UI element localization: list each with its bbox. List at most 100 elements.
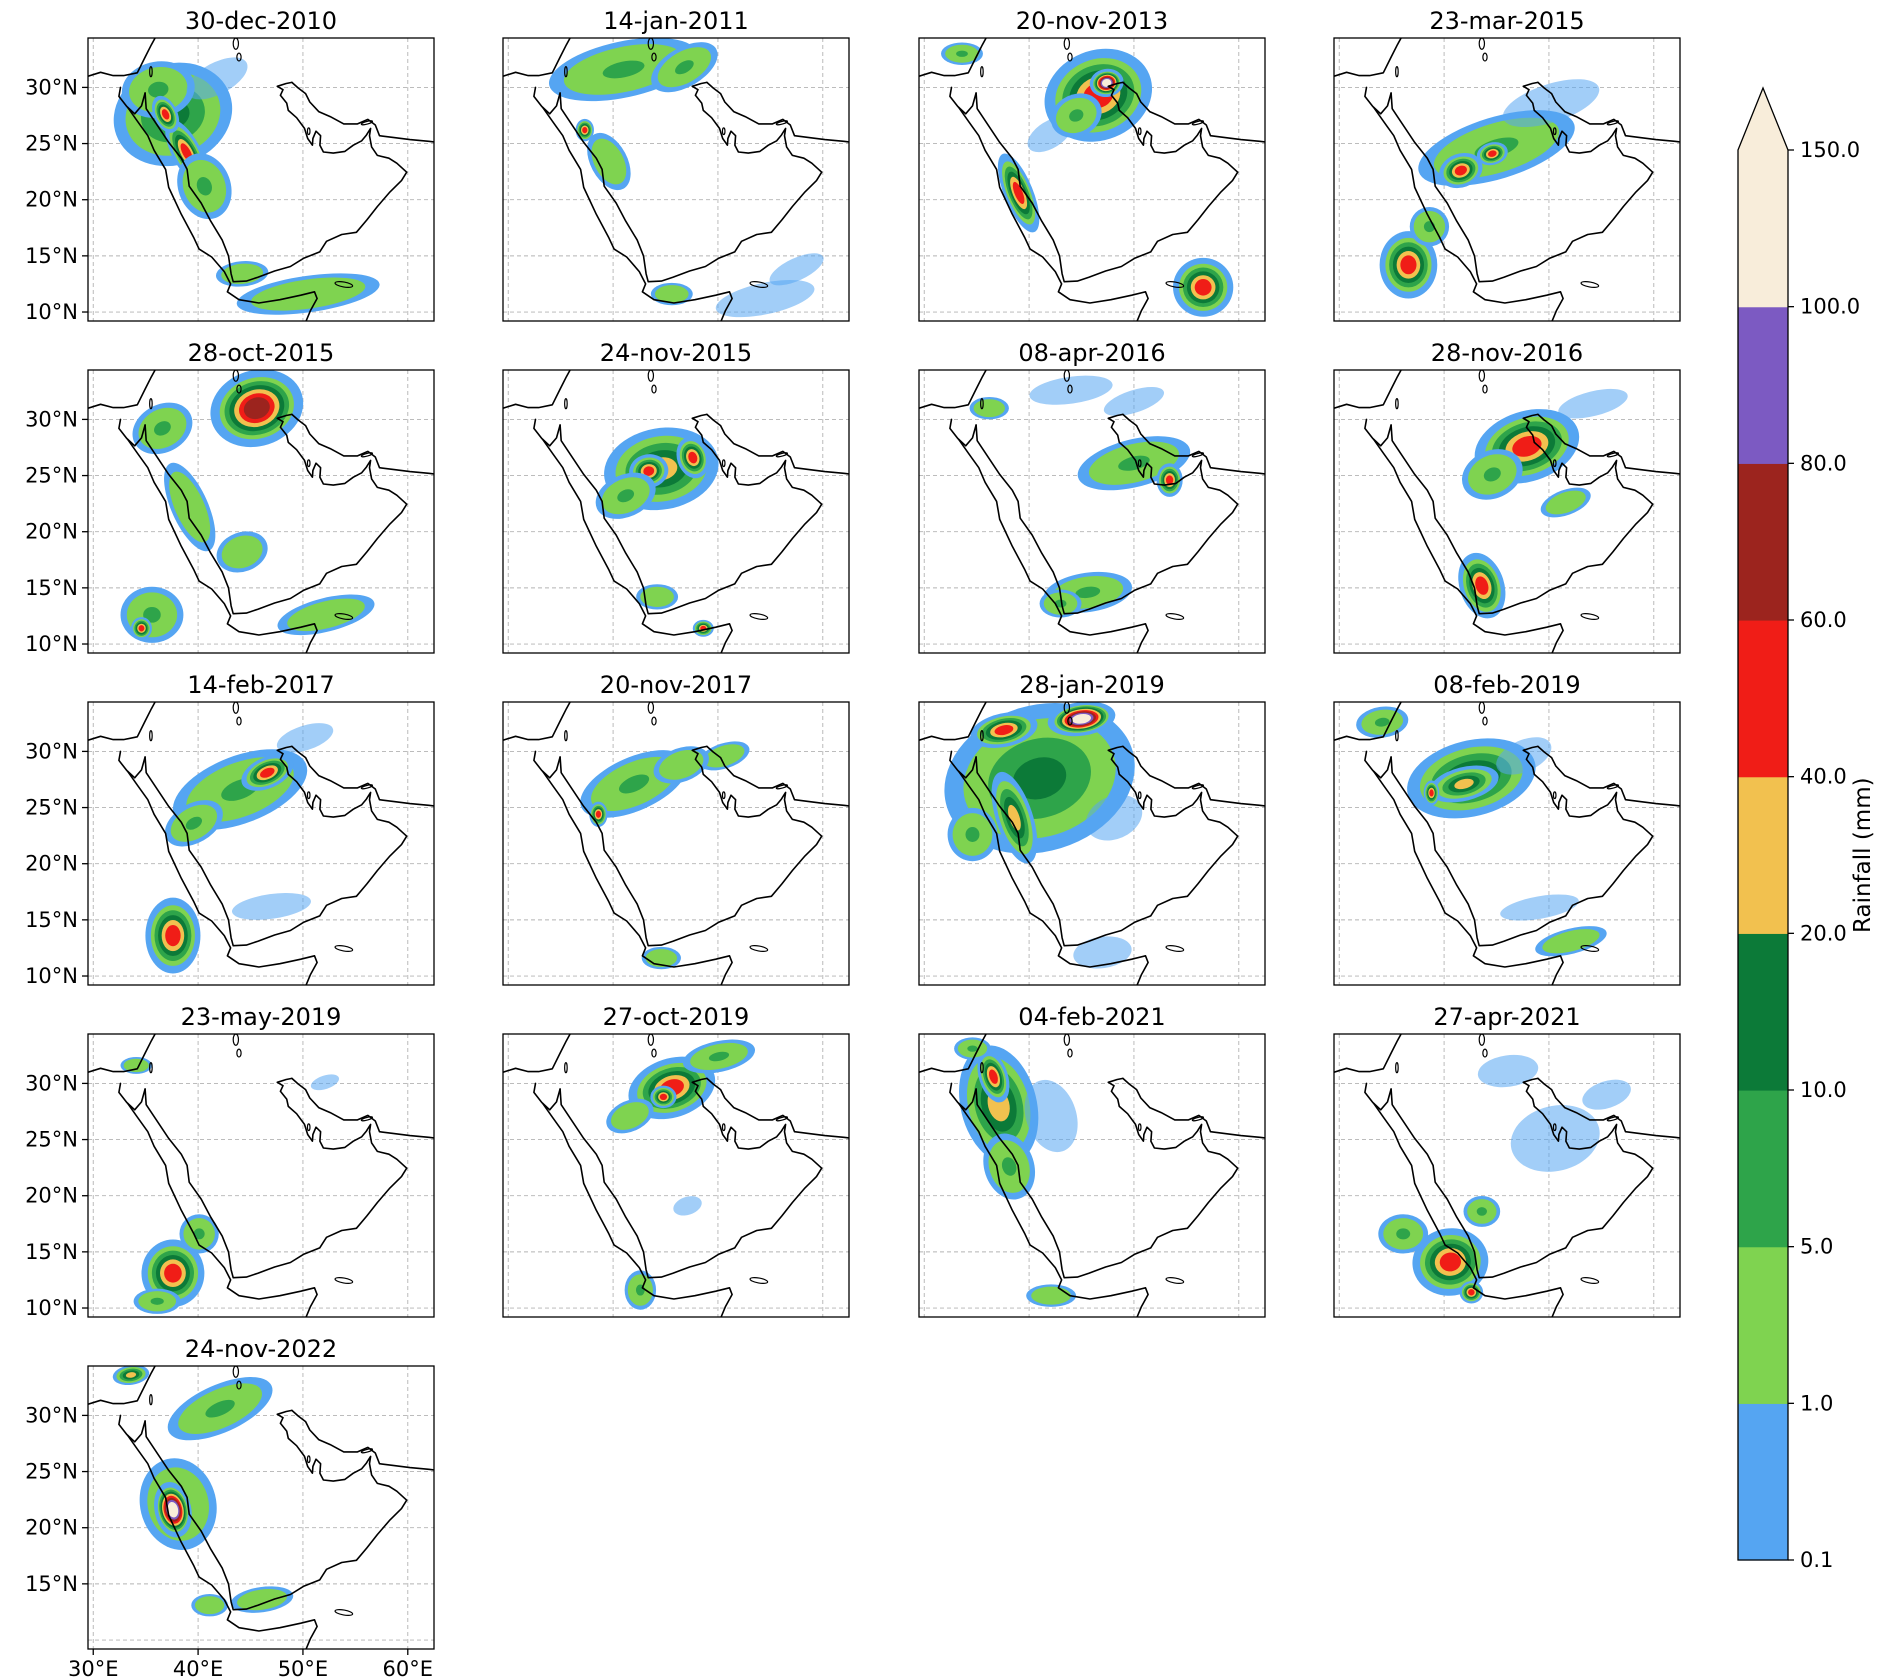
coastline — [503, 38, 849, 321]
rainfall-map: 30°N 25°N 20°N 15°N 10°N — [25, 701, 435, 988]
panel-title: 28-jan-2019 — [1019, 671, 1165, 699]
map-panel: 28-oct-2015 30°N 25°N 20°N 15°N 10°N — [25, 338, 435, 656]
rainfall-map — [918, 1033, 1266, 1318]
coastline — [503, 370, 849, 653]
map-content — [503, 1034, 849, 1317]
coastline — [88, 702, 434, 985]
rainfall-cells — [113, 57, 380, 315]
coastline — [919, 702, 1265, 985]
map-content — [919, 370, 1265, 653]
panel-border — [918, 1033, 1266, 1318]
colorbar-tick-label: 5.0 — [1800, 1235, 1833, 1259]
panel-border — [87, 37, 435, 322]
panel-title: 08-feb-2019 — [1433, 671, 1581, 699]
rainfall-map — [1333, 37, 1681, 322]
map-panel: 04-feb-2021 — [918, 1002, 1266, 1318]
panel-title: 28-nov-2016 — [1430, 339, 1584, 367]
rainfall-map — [918, 701, 1266, 986]
coastline — [919, 1034, 1265, 1317]
panel-border — [1333, 37, 1681, 322]
panel-title: 14-jan-2011 — [603, 7, 749, 35]
coastline — [88, 1034, 434, 1317]
panel-border — [918, 369, 1266, 654]
rainfall-cells — [120, 1057, 340, 1314]
panel-border — [87, 1365, 435, 1650]
panel-title: 23-mar-2015 — [1429, 7, 1585, 35]
panel-title: 23-may-2019 — [180, 1003, 342, 1031]
panel-border — [502, 369, 850, 654]
map-content — [1334, 38, 1680, 321]
panel-title: 28-oct-2015 — [187, 339, 335, 367]
colorbar-tick-label: 100.0 — [1800, 295, 1860, 319]
grid-lines — [503, 702, 849, 985]
grid-lines — [919, 370, 1265, 653]
lat-tick-label: 25°N — [25, 796, 78, 820]
map-panel: 14-jan-2011 — [502, 6, 850, 322]
panel-title: 20-nov-2017 — [599, 671, 753, 699]
map-panel: 20-nov-2013 — [918, 6, 1266, 322]
panel-border — [1333, 701, 1681, 986]
panel-border — [502, 701, 850, 986]
colorbar-tick-label: 40.0 — [1800, 765, 1847, 789]
lat-tick-label: 20°N — [25, 1184, 78, 1208]
lat-tick-label: 30°N — [25, 739, 78, 763]
coastline — [919, 38, 1265, 321]
rainfall-cells — [1378, 1054, 1631, 1304]
grid-lines — [1334, 1034, 1680, 1317]
rainfall-map — [502, 369, 850, 654]
lat-tick-label: 10°N — [25, 964, 78, 988]
rainfall-map — [1333, 369, 1681, 654]
panel-title: 08-apr-2016 — [1018, 339, 1166, 367]
lat-tick-label: 15°N — [25, 244, 78, 268]
lat-tick-label: 15°N — [25, 908, 78, 932]
map-content — [919, 38, 1265, 321]
lon-tick-label: 30°E — [68, 1657, 119, 1679]
lat-tick-label: 20°N — [25, 1516, 78, 1540]
map-panel: 08-feb-2019 — [1333, 670, 1681, 986]
rainfall-map — [1333, 1033, 1681, 1318]
rainfall-map: 30°N 25°N 20°N 15°N 30°E 40°E 50°E 60°E — [25, 1365, 435, 1679]
colorbar-title: Rainfall (mm) — [1850, 777, 1876, 933]
rainfall-cells — [1356, 706, 1607, 957]
map-content — [503, 38, 849, 321]
coastline — [503, 702, 849, 985]
map-content — [503, 702, 849, 985]
lat-tick-label: 20°N — [25, 188, 78, 212]
map-panel: 08-apr-2016 — [918, 338, 1266, 654]
rainfall-map — [918, 369, 1266, 654]
panel-border — [502, 37, 850, 322]
map-content — [88, 1366, 434, 1649]
colorbar-tick-label: 20.0 — [1800, 921, 1847, 945]
colorbar-tick-label: 150.0 — [1800, 138, 1860, 162]
lon-tick-label: 40°E — [173, 1657, 224, 1679]
panel-title: 30-dec-2010 — [184, 7, 338, 35]
grid-lines — [88, 1034, 434, 1317]
coastline — [919, 370, 1265, 653]
map-panel: 24-nov-2015 — [502, 338, 850, 654]
lat-tick-label: 30°N — [25, 1071, 78, 1095]
rainfall-cells — [606, 1039, 756, 1310]
lat-tick-label: 10°N — [25, 300, 78, 324]
map-panel: 27-apr-2021 — [1333, 1002, 1681, 1318]
coastline — [1334, 1034, 1680, 1317]
rainfall-map: 30°N 25°N 20°N 15°N 10°N — [25, 1033, 435, 1320]
colorbar-tick-label: 1.0 — [1800, 1391, 1833, 1415]
map-panel: 20-nov-2017 — [502, 670, 850, 986]
map-content — [88, 370, 434, 653]
panel-title: 27-oct-2019 — [602, 1003, 750, 1031]
map-content — [88, 702, 434, 985]
rainfall-cells — [1379, 79, 1600, 299]
map-content — [919, 1034, 1265, 1317]
lon-tick-label: 50°E — [278, 1657, 329, 1679]
rainfall-cells — [595, 427, 719, 637]
lat-tick-label: 15°N — [25, 576, 78, 600]
map-panel: 14-feb-2017 30°N 25°N 20°N 15°N 10°N — [25, 670, 435, 988]
panel-border — [1333, 1033, 1681, 1318]
rainfall-map: 30°N 25°N 20°N 15°N 10°N — [25, 37, 435, 324]
colorbar-tick-label: 0.1 — [1800, 1548, 1833, 1572]
map-panel: 23-may-2019 30°N 25°N 20°N 15°N 10°N — [25, 1002, 435, 1320]
map-panel: 27-oct-2019 — [502, 1002, 850, 1318]
lat-tick-label: 25°N — [25, 1128, 78, 1152]
rainfall-map — [502, 1033, 850, 1318]
